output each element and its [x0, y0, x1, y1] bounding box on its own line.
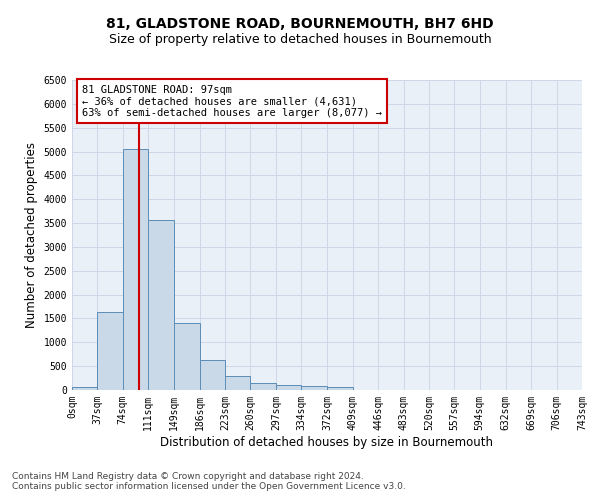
Bar: [148, 220, 174, 390]
Text: 81 GLADSTONE ROAD: 97sqm
← 36% of detached houses are smaller (4,631)
63% of sem: 81 GLADSTONE ROAD: 97sqm ← 36% of detach…: [82, 84, 382, 118]
Bar: [97, 312, 123, 390]
X-axis label: Distribution of detached houses by size in Bournemouth: Distribution of detached houses by size …: [161, 436, 493, 448]
Bar: [225, 376, 250, 390]
Bar: [301, 386, 328, 390]
Bar: [72, 387, 97, 390]
Bar: [123, 148, 148, 390]
Text: Contains HM Land Registry data © Crown copyright and database right 2024.: Contains HM Land Registry data © Crown c…: [12, 472, 364, 481]
Bar: [250, 384, 276, 390]
Bar: [276, 385, 301, 390]
Text: Contains public sector information licensed under the Open Government Licence v3: Contains public sector information licen…: [12, 482, 406, 491]
Bar: [328, 387, 353, 390]
Text: Size of property relative to detached houses in Bournemouth: Size of property relative to detached ho…: [109, 32, 491, 46]
Text: 81, GLADSTONE ROAD, BOURNEMOUTH, BH7 6HD: 81, GLADSTONE ROAD, BOURNEMOUTH, BH7 6HD: [106, 18, 494, 32]
Y-axis label: Number of detached properties: Number of detached properties: [25, 142, 38, 328]
Bar: [200, 360, 225, 390]
Bar: [174, 323, 200, 390]
